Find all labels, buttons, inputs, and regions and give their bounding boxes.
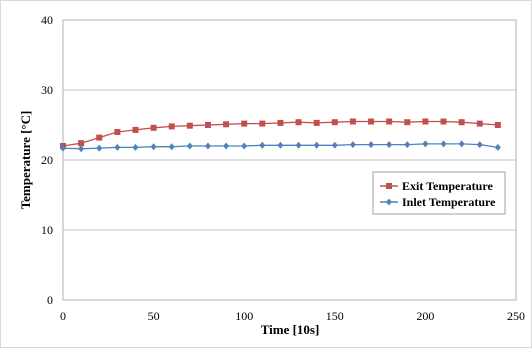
series-0-point [114, 129, 121, 135]
series-1-point [186, 142, 193, 150]
x-tick-label: 250 [507, 309, 525, 323]
series-0-point [494, 122, 501, 128]
series-1-point [223, 142, 230, 150]
series-1-point [150, 143, 157, 151]
gridlines [63, 89, 516, 231]
x-axis-ticks: 0 50 100 150 200 250 [60, 309, 525, 323]
series-0-point [386, 183, 392, 189]
series-1-point [494, 143, 501, 151]
series-0-point [223, 121, 230, 128]
x-tick-label: 150 [326, 309, 344, 323]
y-axis-ticks: 0 10 20 30 40 [41, 13, 53, 307]
x-tick-label: 50 [148, 309, 160, 323]
series-0-point [349, 118, 356, 125]
legend-label: Inlet Temperature [402, 195, 496, 209]
series-0 [60, 118, 501, 149]
series-1-point [295, 141, 302, 149]
series-1-point [114, 143, 121, 151]
legend-box [372, 171, 506, 215]
series-1-point [132, 143, 139, 151]
series-1-point [168, 143, 175, 151]
series-1-point [368, 141, 375, 149]
series-0-point [204, 122, 211, 128]
series-0-point [422, 118, 429, 125]
series-0-point [132, 126, 139, 133]
x-tick-label: 100 [235, 309, 253, 323]
y-tick-label: 40 [41, 13, 53, 27]
y-tick-label: 30 [41, 83, 53, 97]
legend-label: Exit Temperature [402, 179, 493, 193]
series-0-point [295, 119, 302, 126]
series-0-point [440, 118, 447, 125]
series-0-point [331, 119, 338, 126]
series-0-point [259, 120, 266, 127]
y-tick-label: 10 [41, 223, 53, 237]
series-1-point [204, 142, 211, 150]
series-0-point [186, 122, 193, 129]
series-1-point [259, 141, 266, 149]
series-0-point [96, 134, 103, 141]
series-1-point [331, 141, 338, 149]
series-0-point [150, 124, 157, 131]
series-1-point [476, 141, 483, 149]
y-tick-label: 0 [47, 293, 53, 307]
series-1-point [349, 141, 356, 149]
series-1-point [241, 142, 248, 150]
series-0-point [458, 119, 465, 126]
series-1-point [78, 145, 85, 153]
series-0-point [313, 119, 320, 126]
x-tick-label: 0 [60, 309, 66, 323]
y-tick-label: 20 [41, 153, 53, 167]
series-1-point [313, 141, 320, 149]
series-layer [60, 118, 501, 153]
series-1-point [96, 144, 103, 152]
series-1-point [422, 140, 429, 148]
legend: Exit Temperature Inlet Temperature [372, 171, 506, 215]
series-1-point [458, 140, 465, 148]
x-tick-label: 200 [416, 309, 434, 323]
series-1-point [440, 140, 447, 148]
series-0-point [404, 119, 411, 126]
series-1-point [60, 144, 66, 152]
series-1-point [386, 198, 392, 206]
series-0-point [368, 118, 375, 125]
series-0-point [241, 120, 248, 127]
series-1-point [386, 141, 393, 149]
series-1 [60, 140, 501, 153]
series-0-point [386, 118, 393, 125]
x-axis-title: Time [10s] [261, 322, 320, 337]
series-1-point [404, 141, 411, 149]
series-1-point [277, 141, 284, 149]
y-axis-title: Temperature [°C] [18, 111, 33, 210]
series-0-point [277, 119, 284, 126]
series-0-point [168, 123, 175, 130]
series-0-point [78, 140, 85, 147]
series-0-point [476, 120, 483, 127]
